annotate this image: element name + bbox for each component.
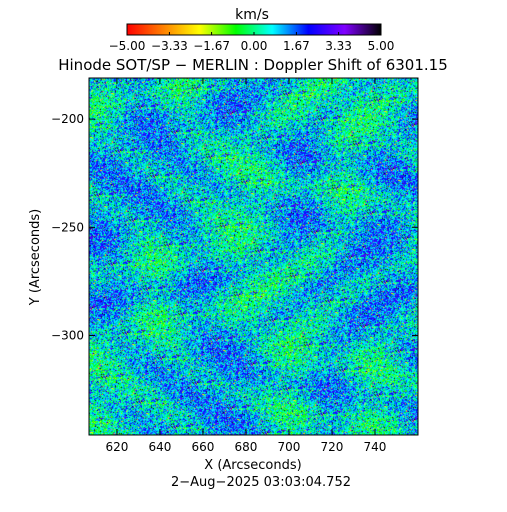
colorbar-tick-label: 1.67 [283,39,310,53]
colorbar-tick-label: 0.00 [241,39,268,53]
colorbar-tick-label: −5.00 [109,39,146,53]
x-tick-label: 740 [364,440,387,454]
colorbar-tick-label: 5.00 [368,39,395,53]
colorbar-tick-label: −3.33 [151,39,188,53]
x-axis-label: X (Arcseconds) [204,458,301,473]
colorbar-label: km/s [235,7,269,23]
y-tick-label: −200 [51,112,84,126]
x-tick-label: 680 [235,440,258,454]
y-tick-label: −300 [51,328,84,342]
colorbar: km/s −5.00 −3.33 −1.67 0.00 1.67 3.33 5.00 [109,7,395,53]
colorbar-tick-label: −1.67 [193,39,230,53]
plot-area: 620 640 660 680 700 720 740 −200 −250 −300 [51,77,419,454]
x-tick-label: 620 [106,440,129,454]
colorbar-gradient [127,24,381,35]
timestamp: 2−Aug−2025 03:03:04.752 [171,475,351,490]
x-tick-label: 660 [192,440,215,454]
y-tick-label: −250 [51,220,84,234]
plot-frame [88,77,419,436]
y-axis-label: Y (Arcseconds) [28,209,43,306]
x-tick-label: 720 [321,440,344,454]
colorbar-tick-label: 3.33 [325,39,352,53]
doppler-heatmap [89,78,418,435]
chart-title: Hinode SOT/SP − MERLIN : Doppler Shift o… [58,56,448,74]
x-tick-label: 640 [149,440,172,454]
x-tick-label: 700 [278,440,301,454]
